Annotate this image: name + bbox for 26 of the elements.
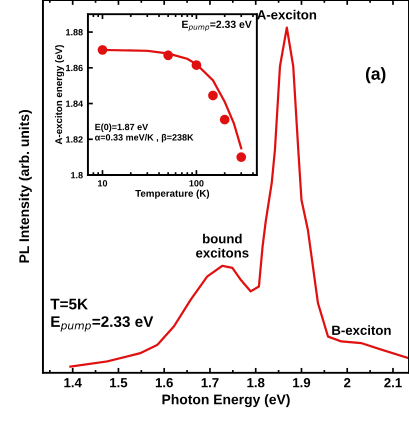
x-tick-label: 1.8 — [247, 378, 264, 388]
annotation: E$_{pump}$=2.33 eV — [182, 20, 252, 32]
x-tick-label: 1.7 — [202, 378, 219, 388]
annotation: (a) — [366, 67, 386, 84]
annotation: A-exciton — [257, 10, 316, 20]
y-tick-label: 1.84 — [66, 100, 84, 107]
annotation: B-exciton — [332, 325, 391, 335]
x-tick-label: 2.1 — [384, 378, 402, 388]
x-tick-label: 10 — [98, 180, 108, 186]
annotation: E(0)=1.87 eV α=0.33 meV/K , β=238K — [95, 124, 194, 142]
y-tick-label: 1.82 — [66, 136, 83, 143]
x-tick-label: 100 — [189, 180, 204, 186]
x-tick-label: 1.5 — [110, 378, 128, 388]
y-tick-label: 1.86 — [66, 64, 83, 72]
y-tick-label: 1.88 — [66, 29, 83, 36]
x-tick-label: 1.4 — [64, 378, 82, 388]
x-axis-title: Temperature (K) — [135, 190, 210, 199]
y-axis-title: PL Intensity (arb. units) — [18, 110, 32, 263]
x-tick-label: 1.6 — [156, 378, 173, 388]
x-axis-title: Photon Energy (eV) — [162, 394, 290, 408]
y-tick-label: 1.8 — [71, 172, 83, 178]
annotation: bound excitons — [196, 234, 249, 258]
x-tick-label: 2 — [344, 378, 350, 388]
annotation: T=5K E$_{pump}$=2.33 eV — [50, 298, 154, 332]
x-tick-label: 1.9 — [293, 378, 310, 388]
y-axis-title: A-exciton energy (eV) — [55, 45, 64, 144]
